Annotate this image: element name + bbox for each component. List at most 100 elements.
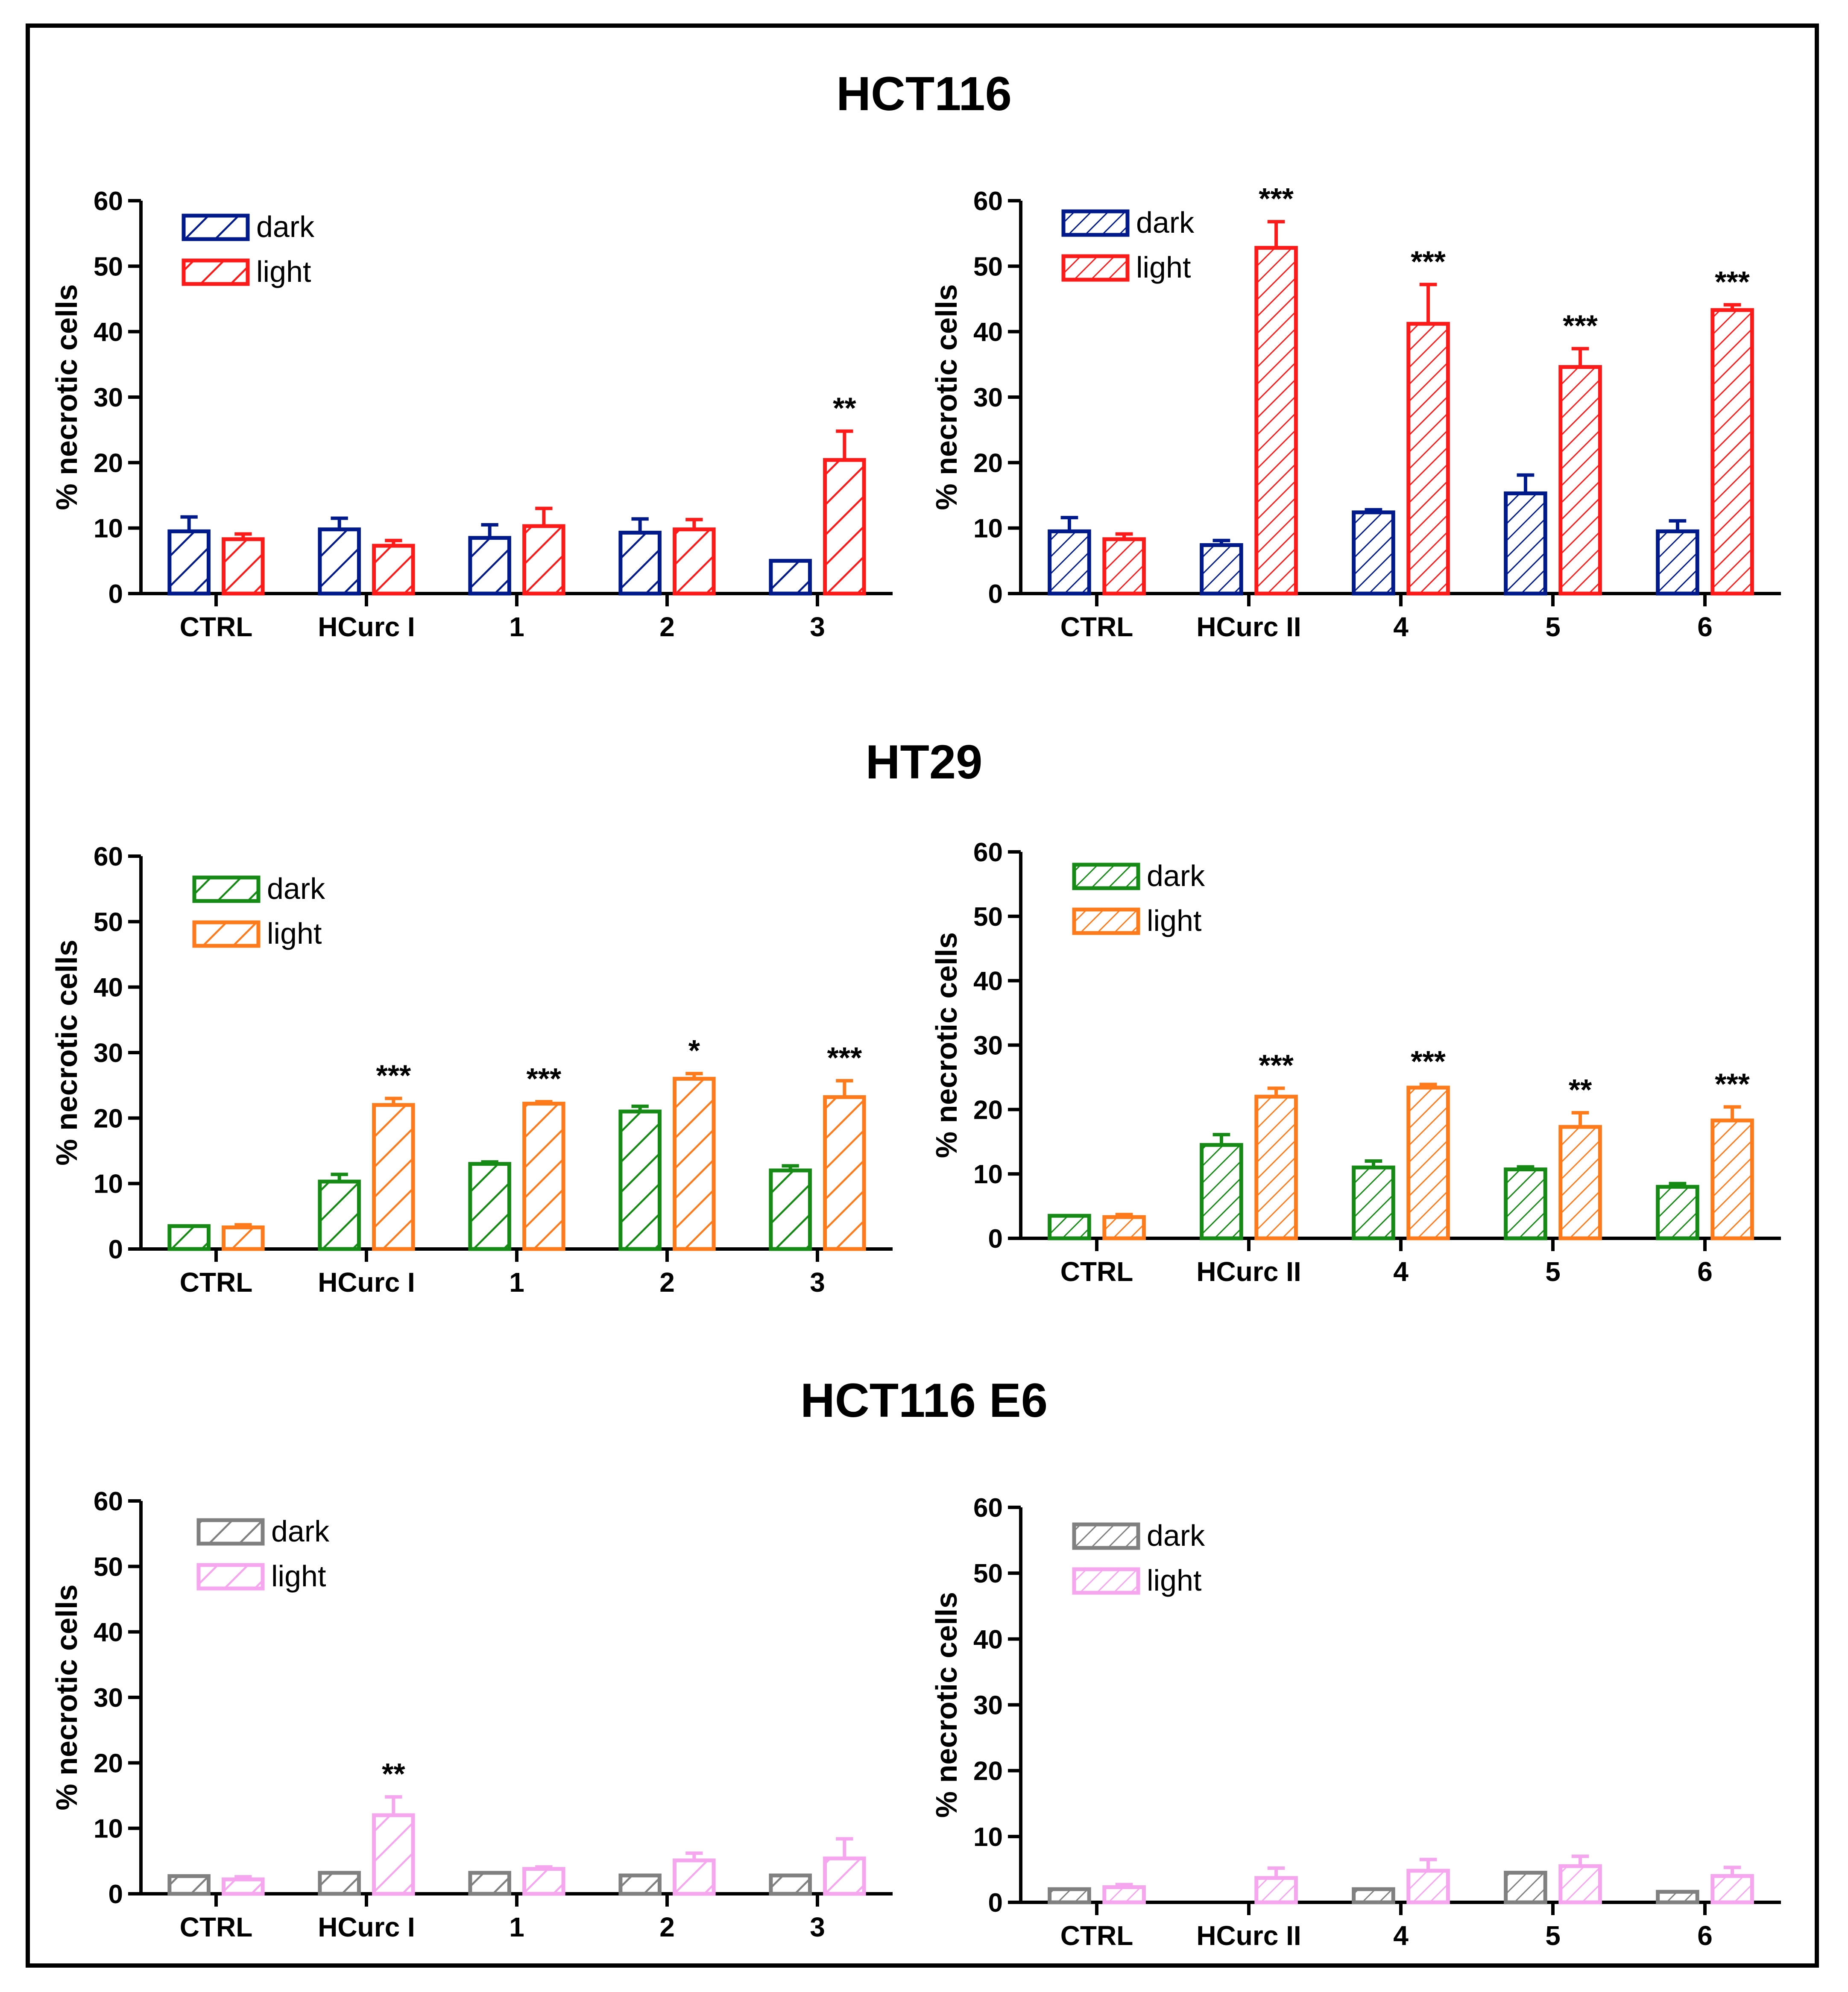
x-tick-label: CTRL — [1060, 611, 1133, 642]
x-tick-label: 5 — [1545, 611, 1561, 642]
x-tick-label: 1 — [509, 611, 524, 642]
y-tick-label: 20 — [94, 1104, 123, 1133]
significance-label: ** — [382, 1757, 405, 1790]
legend-swatch-light — [192, 920, 261, 948]
significance-label: *** — [1411, 245, 1446, 278]
y-axis-label: % necrotic cells — [50, 939, 83, 1165]
legend-swatch-dark — [1072, 1522, 1140, 1550]
significance-label: *** — [1563, 309, 1598, 342]
x-tick-label: 4 — [1393, 1256, 1409, 1287]
significance-label: ** — [833, 392, 856, 425]
legend-swatch-dark — [182, 214, 250, 241]
y-tick-label: 30 — [94, 1683, 123, 1713]
legend-swatch-dark — [192, 875, 261, 903]
x-tick-label: HCurc I — [318, 611, 415, 642]
bar-dark — [769, 1168, 812, 1251]
y-tick-label: 50 — [94, 1552, 123, 1582]
x-tick-label: 1 — [509, 1912, 524, 1942]
x-tick-label: 6 — [1697, 1920, 1713, 1951]
legend-swatch-dark — [1072, 863, 1140, 890]
bar-light — [673, 1858, 716, 1896]
bar-dark — [318, 1179, 361, 1251]
bar-dark — [1656, 529, 1699, 596]
x-tick-label: HCurc II — [1196, 611, 1301, 642]
y-tick-label: 50 — [973, 1559, 1003, 1588]
y-axis-label: % necrotic cells — [930, 932, 963, 1158]
bar-dark — [318, 1871, 361, 1896]
y-tick-label: 10 — [973, 514, 1003, 544]
bar-light — [1558, 365, 1602, 596]
y-tick-label: 20 — [973, 448, 1003, 478]
legend-swatch-light — [1061, 254, 1130, 282]
y-tick-label: 10 — [94, 1170, 123, 1199]
y-tick-label: 20 — [94, 1749, 123, 1778]
legend-swatch-light — [182, 258, 250, 286]
y-tick-label: 30 — [94, 1038, 123, 1068]
legend-label-light: light — [256, 255, 311, 288]
x-tick-label: 1 — [509, 1267, 524, 1298]
y-tick-label: 20 — [973, 1095, 1003, 1125]
y-tick-label: 10 — [94, 1814, 123, 1844]
bar-light — [1102, 1215, 1146, 1240]
x-tick-label: 4 — [1393, 1920, 1409, 1951]
bar-light — [1254, 1876, 1298, 1904]
section-title-hct116-e6: HCT116 E6 — [800, 1374, 1048, 1427]
x-tick-label: 4 — [1393, 611, 1409, 642]
bar-dark — [769, 559, 812, 596]
bar-light — [823, 1095, 866, 1251]
y-tick-label: 50 — [94, 907, 123, 937]
legend-label-dark: dark — [1147, 859, 1205, 892]
y-tick-label: 40 — [973, 1625, 1003, 1654]
x-tick-label: 5 — [1545, 1256, 1561, 1287]
y-tick-label: 30 — [973, 1031, 1003, 1061]
y-tick-label: 20 — [973, 1757, 1003, 1786]
y-tick-label: 60 — [973, 838, 1003, 867]
y-tick-label: 50 — [973, 902, 1003, 932]
x-tick-label: 5 — [1545, 1920, 1561, 1951]
x-tick-label: HCurc I — [318, 1912, 415, 1942]
y-tick-label: 60 — [973, 187, 1003, 216]
bar-light — [823, 458, 866, 596]
bar-dark — [618, 1873, 662, 1896]
legend-label-dark: dark — [1147, 1519, 1205, 1552]
significance-label: *** — [1259, 182, 1294, 215]
x-tick-label: CTRL — [180, 611, 253, 642]
y-tick-label: 40 — [973, 318, 1003, 347]
bar-light — [1710, 1874, 1754, 1904]
x-tick-label: HCurc II — [1196, 1256, 1301, 1287]
legend-label-dark: dark — [271, 1515, 330, 1548]
bar-dark — [1352, 1887, 1395, 1904]
legend-label-dark: dark — [1136, 206, 1195, 239]
bar-dark — [1048, 1887, 1091, 1904]
bar-dark — [1352, 1165, 1395, 1240]
x-tick-label: 3 — [810, 611, 825, 642]
legend-label-light: light — [1147, 1564, 1201, 1597]
section-title-hct116: HCT116 — [836, 67, 1012, 120]
y-tick-label: 40 — [973, 967, 1003, 996]
y-tick-label: 0 — [988, 1224, 1003, 1254]
bar-dark — [167, 1224, 211, 1251]
bar-dark — [1656, 1890, 1699, 1904]
legend-label-light: light — [1147, 904, 1201, 937]
y-tick-label: 60 — [94, 842, 123, 872]
y-axis-label: % necrotic cells — [50, 1584, 83, 1810]
section-title-ht29: HT29 — [865, 735, 983, 789]
x-tick-label: CTRL — [1060, 1256, 1133, 1287]
bar-dark — [618, 1109, 662, 1251]
bar-dark — [1200, 543, 1243, 596]
y-tick-label: 50 — [94, 252, 123, 281]
significance-label: *** — [827, 1041, 862, 1074]
x-tick-label: CTRL — [180, 1267, 253, 1298]
y-tick-label: 30 — [94, 383, 123, 412]
bar-dark — [618, 530, 662, 596]
y-tick-label: 10 — [973, 1160, 1003, 1189]
y-tick-label: 0 — [108, 579, 123, 609]
x-tick-label: HCurc I — [318, 1267, 415, 1298]
bar-dark — [769, 1873, 812, 1896]
bar-dark — [468, 1871, 511, 1896]
x-tick-label: CTRL — [1060, 1920, 1133, 1951]
